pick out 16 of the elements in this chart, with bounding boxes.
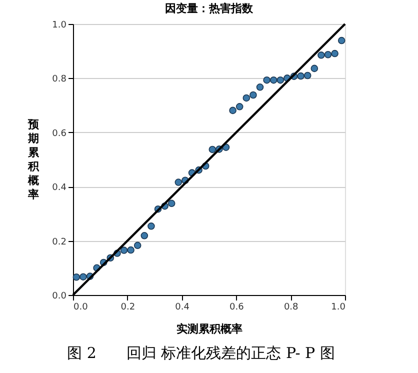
y-tick-label: 0.8 (52, 74, 67, 85)
x-tick-label: 0.0 (74, 302, 88, 312)
chart-title: 因变量：热害指数 (165, 2, 254, 15)
x-tick-label: 0.6 (230, 302, 244, 312)
y-tick-label: 0.2 (52, 237, 66, 248)
x-tick-label: 0.4 (175, 302, 190, 312)
x-tick-label: 0.2 (120, 302, 136, 312)
caption: 图 2 回归 标准化残差的正态 P- P 图 (67, 344, 335, 362)
x-axis-title: 实测累积概率 (176, 322, 242, 336)
y-tick-label: 1.0 (52, 20, 67, 30)
y-axis-title: 预期累积概率 (27, 118, 40, 201)
y-tick-label: 0.6 (52, 128, 67, 139)
y-tick-label: 0.4 (52, 183, 67, 194)
x-tick-label: 1.0 (331, 302, 346, 312)
x-tick-label: 0.8 (284, 302, 299, 312)
y-tick-label: 0.0 (52, 292, 67, 302)
